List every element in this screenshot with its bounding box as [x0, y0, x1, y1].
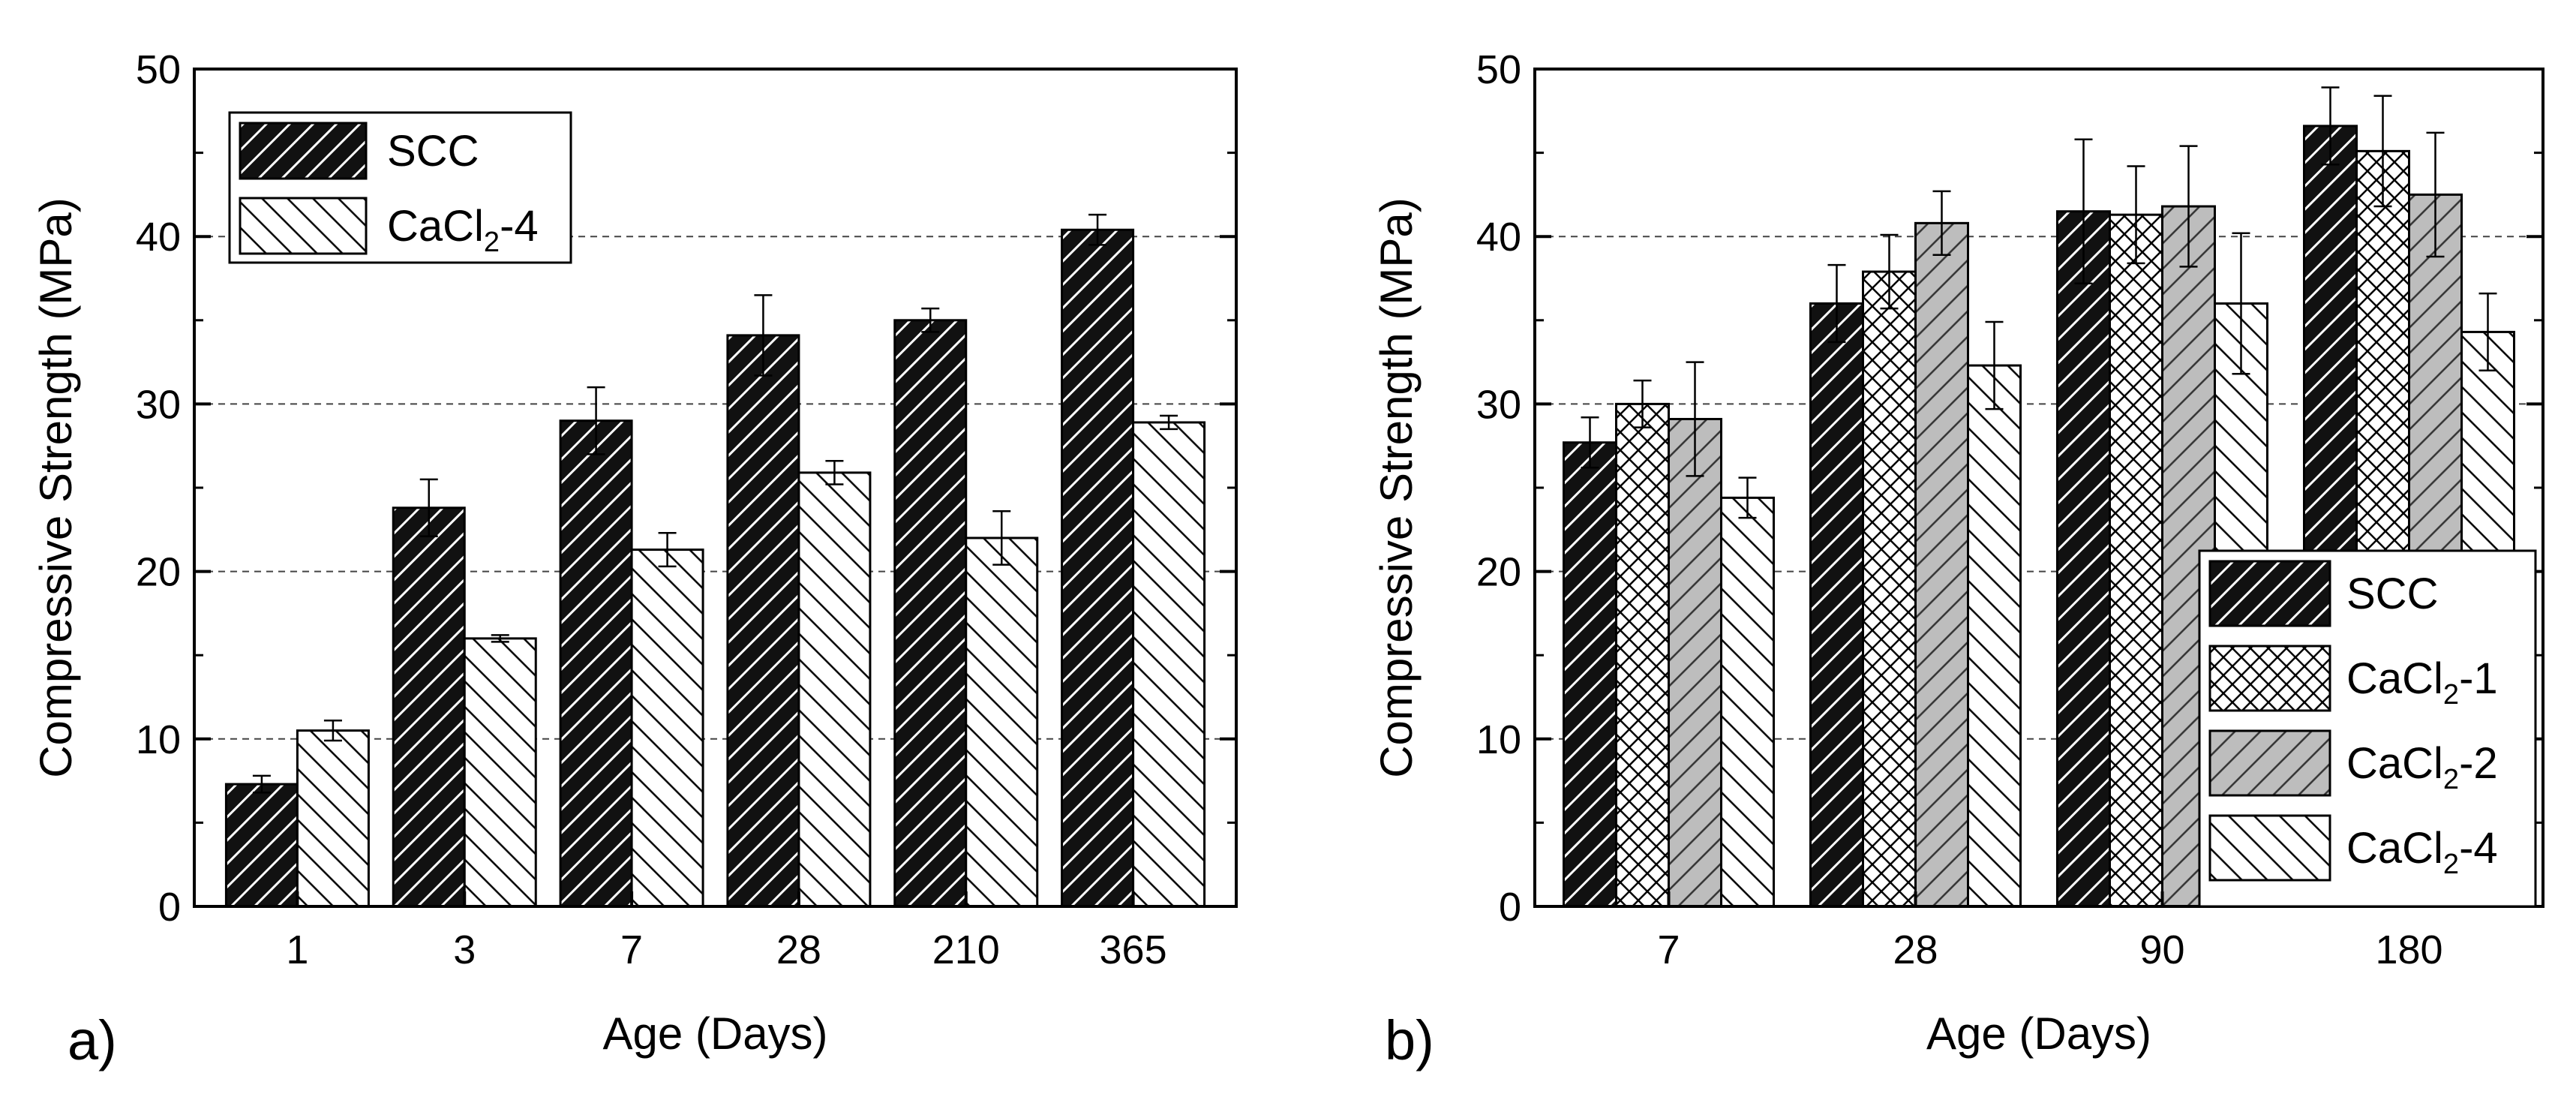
x-axis-title: Age (Days) — [602, 1008, 827, 1059]
y-axis-title: Compressive Strength (MPa) — [1371, 197, 1422, 778]
x-tick-label: 7 — [1657, 927, 1680, 972]
bar — [392, 506, 466, 908]
legend-label: CaCl2-1 — [2346, 654, 2498, 711]
legend-label-suffix: -1 — [2459, 654, 2498, 703]
x-tick-label: 180 — [2375, 927, 2442, 972]
legend-swatch — [2208, 560, 2331, 627]
x-axis-title: Age (Days) — [1926, 1008, 2151, 1059]
legend-label: SCC — [2346, 570, 2438, 618]
bar — [726, 334, 800, 908]
y-tick-label: 40 — [1476, 215, 1521, 260]
legend-label-text: CaCl — [387, 202, 484, 251]
y-tick-label: 0 — [1499, 885, 1521, 930]
panel-label: b) — [1385, 1009, 1434, 1071]
bar — [1862, 270, 1917, 908]
y-tick-label: 30 — [136, 382, 181, 427]
legend-label: SCC — [387, 127, 479, 176]
y-axis-title: Compressive Strength (MPa) — [31, 197, 81, 778]
bar — [1061, 228, 1135, 908]
legend-label-suffix: -4 — [500, 202, 539, 251]
bar — [463, 637, 537, 908]
y-tick-label: 10 — [1476, 717, 1521, 762]
legend-label-suffix: -4 — [2459, 824, 2498, 873]
x-tick-label: 28 — [776, 927, 821, 972]
y-tick-label: 10 — [136, 717, 181, 762]
bar — [559, 419, 633, 908]
bar — [1914, 221, 1969, 908]
x-tick-label: 90 — [2139, 927, 2184, 972]
legend-label-subscript: 2 — [484, 227, 500, 258]
legend-swatch — [2208, 645, 2331, 712]
bar — [630, 548, 704, 908]
x-tick-label: 210 — [932, 927, 1000, 972]
y-tick-label: 0 — [158, 885, 181, 930]
y-tick-label: 50 — [1476, 47, 1521, 92]
y-tick-label: 50 — [136, 47, 181, 92]
x-tick-label: 28 — [1893, 927, 1938, 972]
bar — [1132, 421, 1206, 908]
legend-label: CaCl2-4 — [2346, 824, 2498, 880]
legend-label-text: CaCl — [2346, 739, 2443, 788]
legend-label: CaCl2-2 — [2346, 739, 2498, 795]
y-tick-label: 30 — [1476, 382, 1521, 427]
bar — [224, 783, 299, 908]
bar — [797, 471, 872, 908]
legend-swatch — [239, 197, 368, 255]
legend-swatch — [2208, 729, 2331, 797]
legend-swatch — [2208, 814, 2331, 882]
chart-panel-b: 0 10 20 30 40 50 7 28 90 180 Age (Days) Compressive… — [1371, 47, 2544, 1071]
bar — [1615, 402, 1670, 908]
legend-label: CaCl2-4 — [387, 202, 539, 258]
y-tick-label: 40 — [136, 215, 181, 260]
bar — [965, 536, 1039, 908]
legend-label-subscript: 2 — [2443, 679, 2459, 711]
panel-label: a) — [68, 1009, 117, 1071]
legend-label-text: CaCl — [2346, 654, 2443, 703]
legend: SCC CaCl2-4 — [228, 111, 572, 264]
bar — [1967, 364, 2022, 908]
y-tick-label: 20 — [136, 550, 181, 595]
legend-label-text: CaCl — [2346, 824, 2443, 873]
chart-panel-a: 0 10 20 30 40 50 1 3 7 28 210 365 Age (Days) Compress… — [31, 47, 1238, 1071]
bar — [893, 319, 968, 908]
legend-label-subscript: 2 — [2443, 849, 2459, 880]
legend-swatch — [239, 122, 368, 180]
x-tick-label: 365 — [1100, 927, 1167, 972]
bar — [2109, 213, 2163, 908]
x-tick-label: 1 — [286, 927, 308, 972]
bar — [1809, 302, 1864, 908]
bar — [296, 729, 370, 908]
bar — [1720, 496, 1775, 908]
legend-label-subscript: 2 — [2443, 764, 2459, 795]
bar — [1563, 441, 1617, 908]
bar — [2056, 210, 2111, 908]
x-tick-label: 7 — [620, 927, 643, 972]
y-tick-label: 20 — [1476, 550, 1521, 595]
x-tick-label: 3 — [453, 927, 476, 972]
bar — [1668, 417, 1722, 908]
legend-label-suffix: -2 — [2459, 739, 2498, 788]
